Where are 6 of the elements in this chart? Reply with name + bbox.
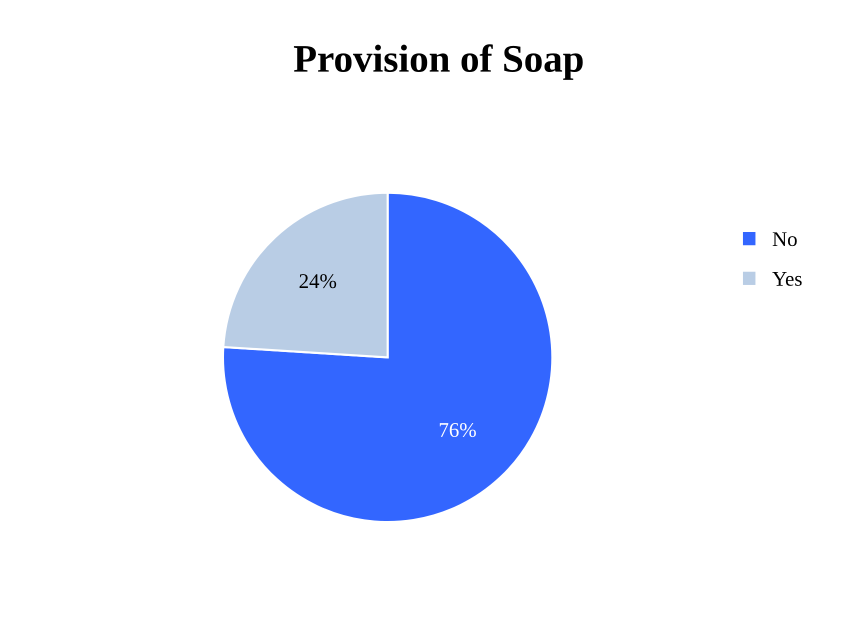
- data-label: 24%: [300, 274, 336, 288]
- chart-title: Provision of Soap: [294, 44, 583, 80]
- data-label: 76%: [440, 422, 476, 438]
- legend-label: Yes: [772, 272, 802, 286]
- pie-slice: [222, 192, 554, 524]
- legend-label: No: [772, 232, 797, 246]
